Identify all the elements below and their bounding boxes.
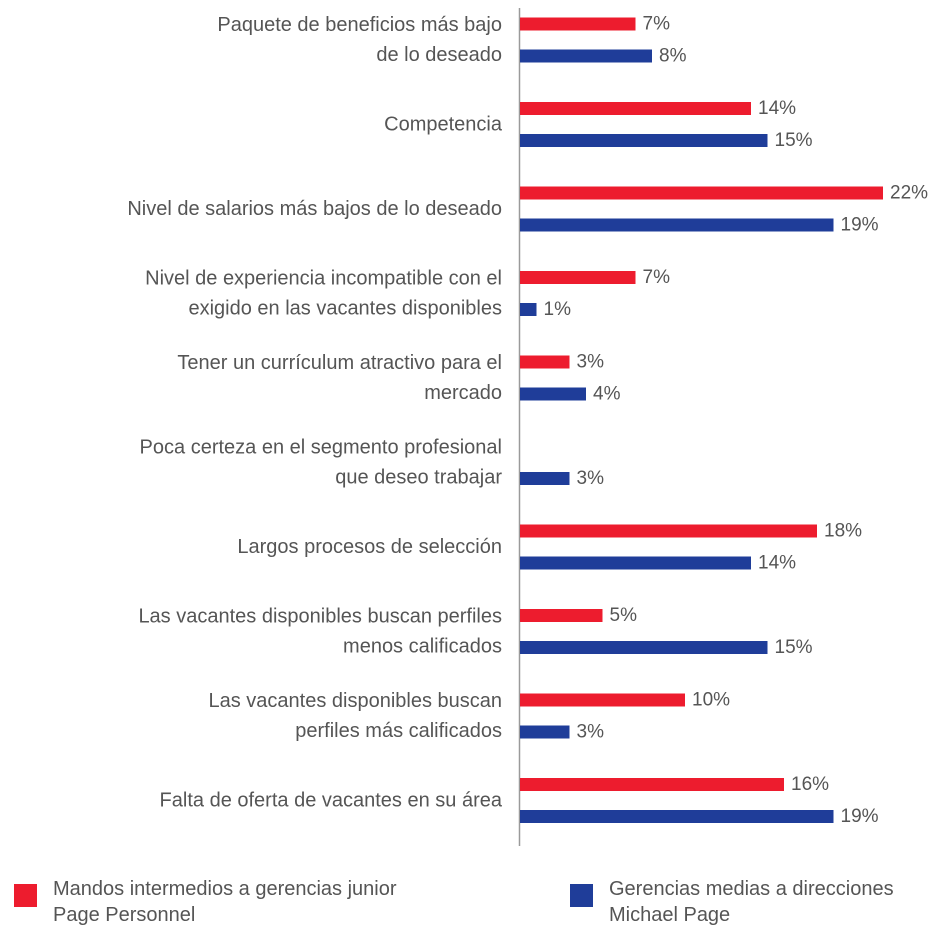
bar-michael-page bbox=[520, 472, 570, 485]
bar-page-personnel bbox=[520, 355, 570, 369]
value-label: 19% bbox=[841, 806, 879, 827]
value-labels: 7% 8% 14% 15% 22% 19% 7% 1% 3% 4% 3% 18% 14% 5% 15% 10%… bbox=[544, 14, 929, 828]
value-label: 7% bbox=[643, 267, 671, 288]
value-label: 8% bbox=[659, 46, 687, 67]
legend-label-line: Page Personnel bbox=[53, 904, 196, 926]
category-label: Las vacantes disponibles buscan perfiles bbox=[138, 606, 502, 628]
bar-page-personnel bbox=[520, 524, 817, 538]
value-label: 15% bbox=[775, 130, 813, 151]
category-label: exigido en las vacantes disponibles bbox=[188, 298, 502, 320]
value-label: 7% bbox=[643, 14, 671, 35]
value-label: 3% bbox=[577, 468, 605, 489]
bar-page-personnel bbox=[520, 609, 603, 622]
category-label: menos calificados bbox=[343, 636, 502, 658]
bar-page-personnel bbox=[520, 186, 883, 200]
category-label: Paquete de beneficios más bajo bbox=[217, 14, 502, 36]
value-label: 10% bbox=[692, 690, 730, 711]
bar-page-personnel bbox=[520, 693, 685, 707]
legend-label-page-personnel: Mandos intermedios a gerencias junior Pa… bbox=[53, 876, 397, 928]
category-label: de lo deseado bbox=[376, 44, 502, 66]
bars bbox=[520, 17, 883, 823]
category-label: mercado bbox=[424, 382, 502, 404]
value-label: 22% bbox=[890, 183, 928, 204]
value-label: 5% bbox=[610, 605, 638, 626]
bar-michael-page bbox=[520, 134, 768, 147]
value-label: 14% bbox=[758, 553, 796, 574]
category-label: Competencia bbox=[384, 114, 503, 136]
category-label: Poca certeza en el segmento profesional bbox=[140, 437, 502, 459]
bar-michael-page bbox=[520, 556, 751, 570]
bar-michael-page bbox=[520, 218, 834, 232]
category-label: perfiles más calificados bbox=[295, 720, 502, 742]
bar-page-personnel bbox=[520, 17, 636, 31]
legend-label-michael-page: Gerencias medias a direcciones Michael P… bbox=[609, 876, 894, 928]
value-label: 4% bbox=[593, 384, 621, 405]
value-label: 15% bbox=[775, 637, 813, 658]
category-label: Tener un currículum atractivo para el bbox=[177, 352, 502, 374]
value-label: 3% bbox=[577, 722, 605, 743]
value-label: 16% bbox=[791, 774, 829, 795]
bar-page-personnel bbox=[520, 271, 636, 284]
bar-michael-page bbox=[520, 810, 834, 823]
bar-michael-page bbox=[520, 641, 768, 654]
category-label: Nivel de experiencia incompatible con el bbox=[145, 268, 502, 290]
legend-swatch-blue bbox=[570, 884, 593, 907]
legend-label-line: Mandos intermedios a gerencias junior bbox=[53, 878, 397, 900]
bar-page-personnel bbox=[520, 778, 784, 791]
value-label: 19% bbox=[841, 215, 879, 236]
value-label: 18% bbox=[824, 521, 862, 542]
legend-item-page-personnel: Mandos intermedios a gerencias junior Pa… bbox=[14, 876, 397, 928]
value-label: 1% bbox=[544, 299, 572, 320]
legend-label-line: Michael Page bbox=[609, 904, 731, 926]
value-label: 3% bbox=[577, 352, 605, 373]
bar-michael-page bbox=[520, 49, 652, 63]
category-label: que deseo trabajar bbox=[335, 467, 502, 489]
value-label: 14% bbox=[758, 98, 796, 119]
bar-michael-page bbox=[520, 387, 586, 401]
category-label: Las vacantes disponibles buscan bbox=[208, 690, 502, 712]
category-label: Largos procesos de selección bbox=[237, 536, 502, 558]
category-label: Nivel de salarios más bajos de lo desead… bbox=[127, 198, 502, 220]
bar-page-personnel bbox=[520, 102, 751, 115]
bar-chart: Paquete de beneficios más bajo de lo dese… bbox=[127, 8, 929, 846]
legend-swatch-red bbox=[14, 884, 37, 907]
bar-michael-page bbox=[520, 725, 570, 739]
legend-label-line: Gerencias medias a direcciones bbox=[609, 878, 894, 900]
category-labels: Paquete de beneficios más bajo de lo dese… bbox=[127, 14, 503, 812]
bar-michael-page bbox=[520, 303, 537, 316]
legend-item-michael-page: Gerencias medias a direcciones Michael P… bbox=[570, 876, 894, 928]
category-label: Falta de oferta de vacantes en su área bbox=[160, 790, 503, 812]
